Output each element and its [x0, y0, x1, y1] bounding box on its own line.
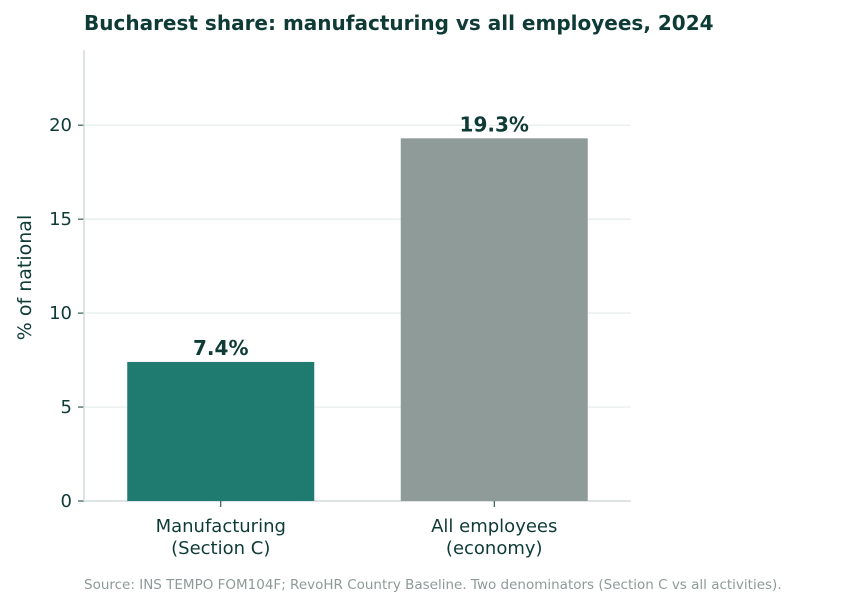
x-tick-label: (economy) — [446, 538, 543, 559]
y-tick-label: 15 — [49, 209, 72, 230]
y-tick-label: 0 — [61, 491, 72, 512]
data-label: 7.4% — [193, 336, 248, 360]
data-label: 19.3% — [460, 112, 529, 136]
x-tick-label: (Section C) — [171, 538, 270, 559]
y-tick-label: 20 — [49, 115, 72, 136]
y-tick-label: 5 — [61, 397, 72, 418]
y-tick-label: 10 — [49, 303, 72, 324]
y-axis-label: % of national — [14, 215, 36, 340]
x-tick-label: Manufacturing — [156, 516, 286, 537]
bar-2 — [400, 138, 588, 501]
x-tick-label: All employees — [431, 516, 557, 537]
source-note: Source: INS TEMPO FOM104F; RevoHR Countr… — [84, 577, 782, 593]
chart-title: Bucharest share: manufacturing vs all em… — [84, 11, 714, 35]
bar-1 — [127, 361, 315, 501]
